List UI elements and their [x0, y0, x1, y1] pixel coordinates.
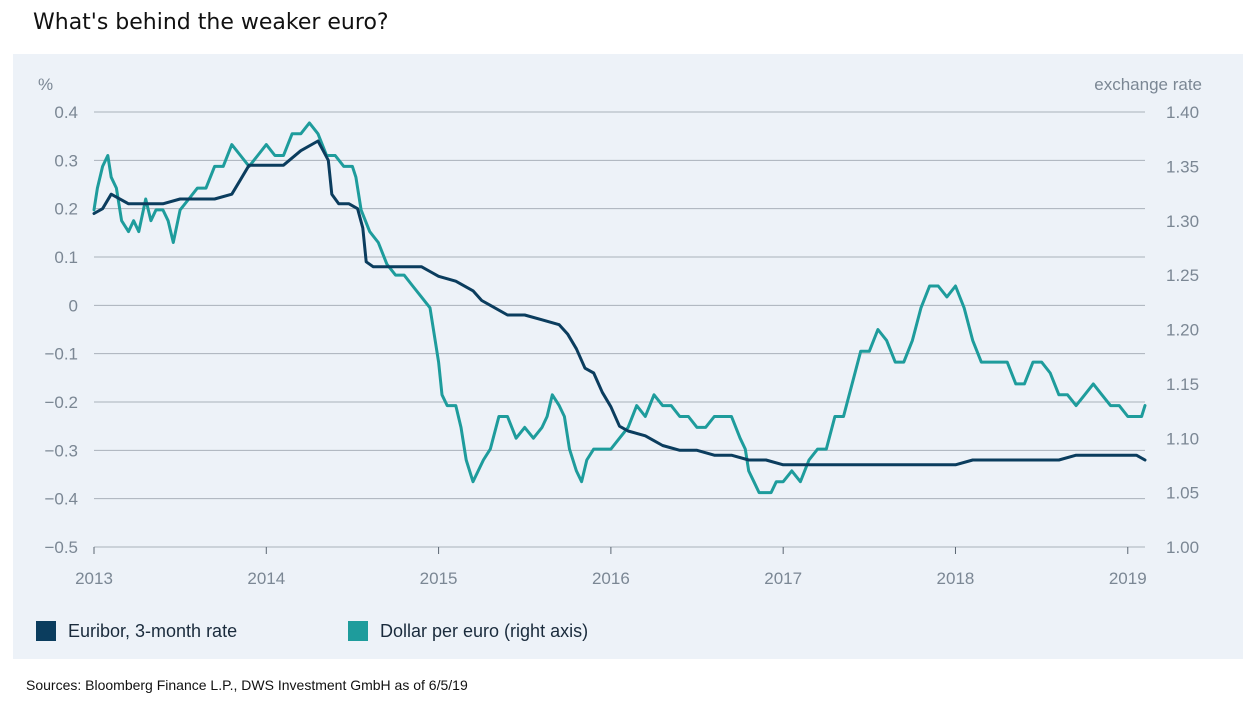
legend-item-euribor: Euribor, 3-month rate — [36, 619, 237, 643]
left-tick-label-0: 0.4 — [54, 103, 78, 122]
right-tick-label-4: 1.20 — [1166, 321, 1199, 340]
x-tick-label-0: 2013 — [75, 569, 113, 588]
legend-item-dollar: Dollar per euro (right axis) — [348, 619, 588, 643]
x-tick-label-6: 2019 — [1109, 569, 1147, 588]
series-line-dollar — [92, 121, 1147, 495]
right-tick-label-1: 1.35 — [1166, 157, 1199, 176]
left-tick-label-5: −0.1 — [44, 345, 78, 364]
x-tick-label-5: 2018 — [937, 569, 975, 588]
right-tick-label-2: 1.30 — [1166, 212, 1199, 231]
left-axis-unit: % — [38, 75, 53, 94]
left-tick-label-3: 0.1 — [54, 248, 78, 267]
source-note: Sources: Bloomberg Finance L.P., DWS Inv… — [26, 677, 468, 693]
right-tick-label-5: 1.15 — [1166, 375, 1199, 394]
right-tick-label-0: 1.40 — [1166, 103, 1199, 122]
right-tick-label-6: 1.10 — [1166, 429, 1199, 448]
legend-swatch-dollar — [348, 621, 368, 641]
right-tick-label-3: 1.25 — [1166, 266, 1199, 285]
x-tick-label-1: 2014 — [247, 569, 285, 588]
left-tick-label-9: −0.5 — [44, 538, 78, 557]
left-tick-label-7: −0.3 — [44, 441, 78, 460]
left-tick-label-6: −0.2 — [44, 393, 78, 412]
right-tick-label-8: 1.00 — [1166, 538, 1199, 557]
x-tick-label-3: 2016 — [592, 569, 630, 588]
legend-swatch-euribor — [36, 621, 56, 641]
left-tick-label-8: −0.4 — [44, 490, 78, 509]
legend-label-dollar: Dollar per euro (right axis) — [380, 620, 589, 641]
x-tick-label-4: 2017 — [764, 569, 802, 588]
chart-panel — [13, 54, 1243, 659]
right-axis-unit: exchange rate — [1094, 75, 1202, 94]
left-tick-label-2: 0.2 — [54, 200, 78, 219]
x-tick-label-2: 2015 — [420, 569, 458, 588]
series-line-euribor — [92, 139, 1147, 467]
legend-label-euribor: Euribor, 3-month rate — [68, 620, 238, 641]
page-title: What's behind the weaker euro? — [33, 10, 389, 35]
right-tick-label-7: 1.05 — [1166, 484, 1199, 503]
left-tick-label-4: 0 — [69, 296, 78, 315]
left-tick-label-1: 0.3 — [54, 151, 78, 170]
